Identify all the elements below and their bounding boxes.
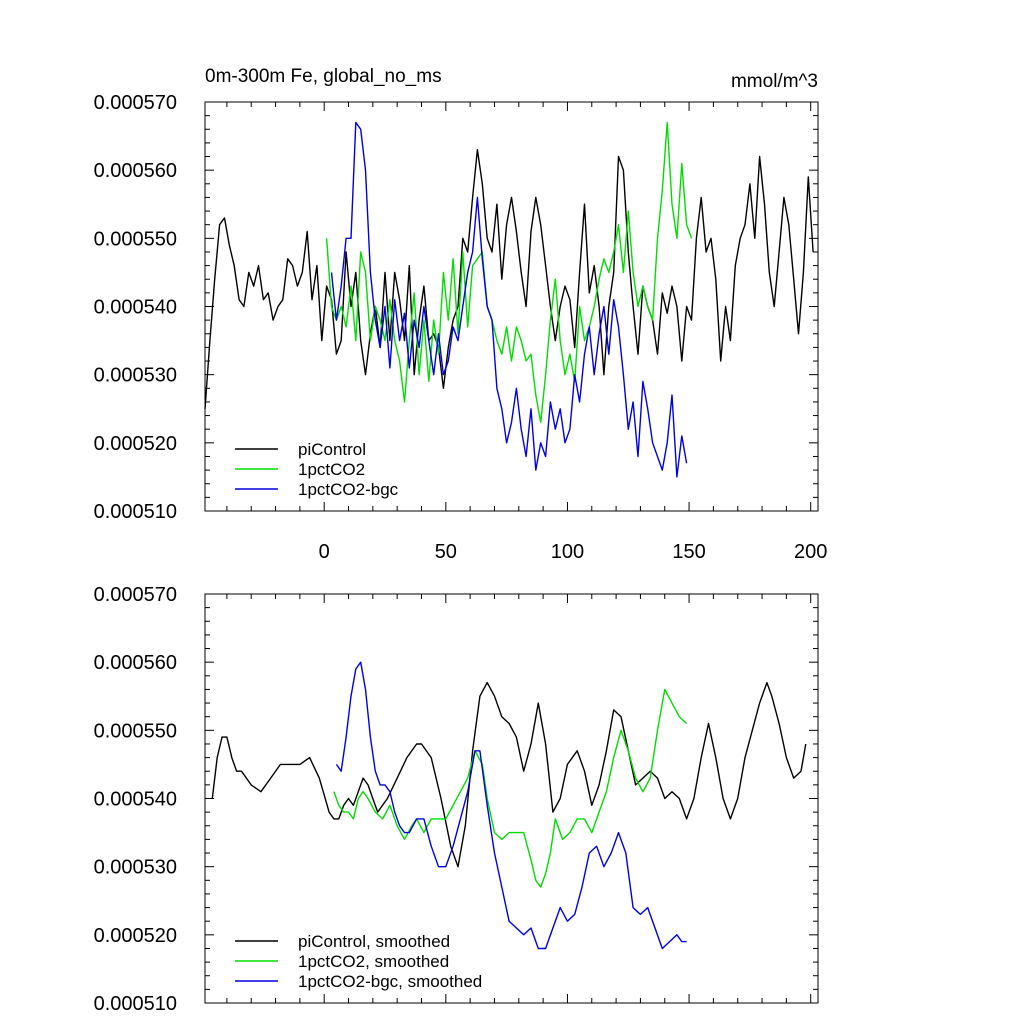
y-tick-label: 0.000550 (94, 228, 177, 250)
plot-frame (204, 593, 819, 1004)
y-tick-label: 0.000560 (94, 160, 177, 182)
series-line (335, 661, 687, 950)
x-tick-label: 50 (435, 541, 457, 563)
y-tick-label: 0.000520 (94, 433, 177, 455)
y-tick-label: 0.000540 (94, 297, 177, 319)
y-tick-label: 0.000550 (94, 720, 177, 742)
units-label: mmol/m^3 (731, 71, 818, 92)
x-tick-label: 150 (672, 541, 705, 563)
series-line (333, 688, 688, 888)
series-line (325, 121, 693, 424)
panel-top: 0m-300m Fe, global_no_ms mmol/m^3 0.0005… (94, 66, 828, 563)
x-tick-label: 100 (551, 541, 584, 563)
y-tick-label: 0.000530 (94, 365, 177, 387)
legend-label: 1pctCO2-bgc (298, 480, 399, 499)
y-tick-label: 0.000530 (94, 857, 177, 879)
x-tick-label: 0 (319, 541, 330, 563)
y-tick-label: 0.000520 (94, 925, 177, 947)
y-tick-label: 0.000510 (94, 993, 177, 1015)
legend-label: piControl, smoothed (298, 932, 450, 951)
legend-label: 1pctCO2, smoothed (298, 952, 449, 971)
y-tick-label: 0.000540 (94, 789, 177, 811)
series-line (330, 121, 688, 478)
y-tick-label: 0.000570 (94, 92, 177, 114)
y-tick-label: 0.000560 (94, 652, 177, 674)
y-tick-label: 0.000570 (94, 584, 177, 606)
legend-label: piControl (298, 440, 366, 459)
legend-label: 1pctCO2-bgc, smoothed (298, 972, 482, 991)
series-line (204, 149, 814, 409)
chart-title: 0m-300m Fe, global_no_ms (205, 66, 442, 87)
series-line (211, 681, 807, 868)
legend-label: 1pctCO2 (298, 460, 365, 479)
x-tick-label: 200 (794, 541, 827, 563)
panel-bottom: 0.000510 0.000520 0.000530 0.000540 0.000550… (94, 584, 819, 1015)
y-tick-label: 0.000510 (94, 501, 177, 523)
